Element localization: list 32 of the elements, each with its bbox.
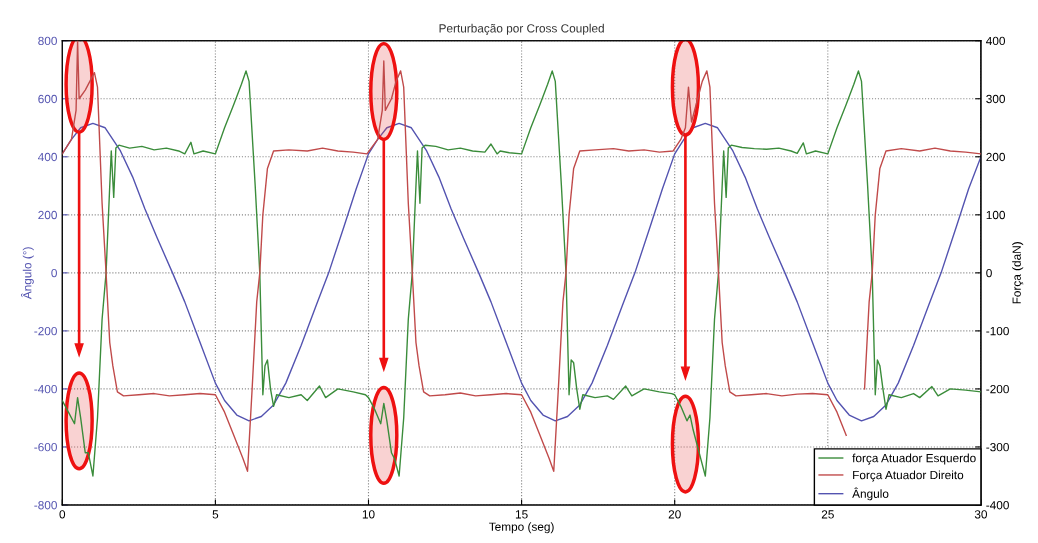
x-tick-label: 30	[974, 510, 988, 519]
y2-tick-label: 300	[986, 94, 1006, 104]
legend-label: Força Atuador Direito	[853, 470, 964, 482]
x-tick-label: 0	[59, 510, 66, 519]
x-tick-label: 20	[668, 510, 681, 519]
y-tick-label: 400	[38, 152, 57, 162]
y-axis-title: Ângulo (°)	[21, 247, 34, 300]
x-axis-title: Tempo (seg)	[489, 522, 554, 534]
x-tick-label: 15	[515, 510, 528, 519]
y-tick-label: -400	[34, 384, 57, 394]
y-tick-label: -800	[34, 501, 57, 510]
x-tick-label: 5	[212, 510, 219, 519]
y2-tick-label: -300	[986, 442, 1009, 452]
y2-tick-label: -200	[986, 384, 1009, 394]
y-tick-label: -200	[34, 326, 57, 336]
x-tick-label: 10	[362, 510, 375, 519]
y2-tick-label: -400	[986, 501, 1009, 510]
y2-tick-label: 0	[986, 268, 992, 278]
y-tick-label: 800	[38, 36, 57, 46]
y2-axis-title: Força (daN)	[1012, 242, 1024, 304]
legend-label: Ângulo	[852, 487, 889, 501]
y2-tick-label: 100	[986, 210, 1006, 220]
y-tick-label: 600	[38, 94, 57, 104]
legend-label: força Atuador Esquerdo	[852, 453, 976, 465]
y-tick-label: -600	[34, 442, 57, 452]
y-tick-label: 200	[38, 210, 57, 220]
x-tick-label: 25	[821, 510, 834, 519]
chart-title: Perturbação por Cross Coupled	[439, 23, 604, 35]
y2-tick-label: -100	[986, 326, 1009, 336]
y2-tick-label: 200	[986, 152, 1006, 162]
y2-tick-label: 400	[986, 36, 1006, 46]
y-tick-label: 0	[51, 268, 57, 278]
